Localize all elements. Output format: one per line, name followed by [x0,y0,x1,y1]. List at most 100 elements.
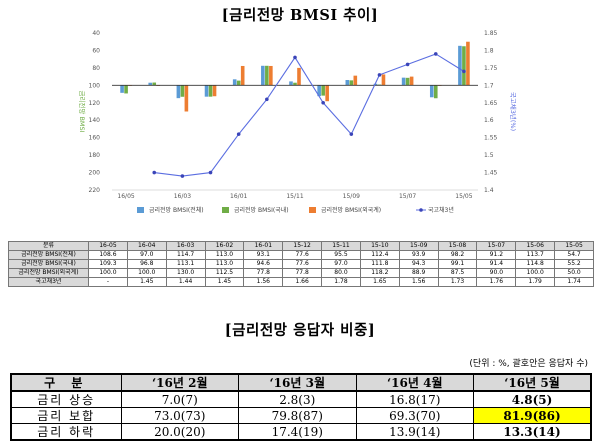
bar [261,65,265,86]
line-point [349,132,354,136]
bar [321,85,325,96]
table-row: 금리전망 BMSI(외국계) 100.0 100.0 130.0 112.5 77.8 77… [8,268,594,278]
table-row: 금리전망 BMSI(국내) 109.3 96.8 113.1 113.0 94.6 77.6… [8,259,594,269]
y-right-tick: 1.5 [484,152,494,159]
line-point [180,174,185,178]
table-cell: 1.66 [282,277,323,287]
table-cell: 17.4(19) [238,423,357,441]
table-cell: 1.74 [554,277,594,287]
table-cell: 112.5 [204,268,245,278]
bar [180,85,185,97]
table-cell: 77.8 [282,268,323,278]
table-cell: 91.4 [476,259,517,269]
table-cell: 1.79 [515,277,556,287]
table-cell: 91.2 [476,250,517,260]
table-cell: 108.6 [88,250,128,260]
table-cell: 54.7 [554,250,594,260]
table-cell: 87.5 [437,268,478,278]
table-cell: 13.9(14) [355,423,474,441]
x-tick-label: 15/11 [286,193,303,200]
table-cell: 97.0 [321,259,361,269]
y-right-tick: 1.55 [484,135,498,142]
y-left-tick: 80 [92,65,100,72]
y-right-tick: 1.75 [484,65,498,72]
table-cell: 1.65 [359,277,400,287]
table-cell: 95.5 [321,250,361,260]
row-label: 금리전망 BMSI(외국계) [8,268,89,278]
table-cell: 77.6 [282,250,323,260]
bar [176,85,181,99]
chart-title: [금리전망 BMSI 추이] [221,7,379,24]
table-cell: 111.8 [359,259,400,269]
y-right-tick: 1.4 [484,187,494,194]
line-point [265,97,269,102]
line-point [152,170,157,175]
bar [289,81,293,86]
table-header-cell: 16-03 [165,241,206,251]
line-point [321,100,325,105]
legend-label: 금리전망 BMSI(외국계) [321,206,381,214]
table-cell: 90.0 [476,268,517,278]
response-table: 구 분 ‘16년 2월 ‘16년 3월 ‘16년 4월 ‘16년 5월 금리 상… [10,373,592,441]
y-left-tick: 160 [89,135,101,142]
table-cell: 16.8(17) [355,390,474,408]
table-header-cell: 15-11 [321,241,361,251]
y-right-tick: 1.45 [484,170,498,177]
table-header-cell: 15-10 [359,241,400,251]
table-cell: 1.76 [476,277,517,287]
line-point [433,52,438,56]
table-header-cell: 분류 [8,241,89,251]
table-header-cell: 16-01 [243,241,284,251]
response-title: [금리전망 응답자 비중] [224,322,376,339]
table-cell: - [88,277,128,287]
bar [429,85,434,98]
table-cell: 77.6 [282,259,323,269]
y-left-tick: 120 [89,100,101,107]
y-left-tick: 140 [89,117,101,124]
bar [297,67,301,86]
x-tick-label: 16/05 [117,193,134,200]
y-right-label: 국고채3년(%) [509,92,518,131]
bar [462,46,466,86]
bmsi-data-table: 분류 16-05 16-04 16-03 16-02 16-01 15-12 15-11 15-… [8,241,594,287]
table-cell: 93.1 [243,250,284,260]
table-cell: 73.0(73) [120,407,239,424]
table-cell: 100.0 [515,268,556,278]
table-cell: 113.0 [204,250,245,260]
bar [269,65,273,86]
table-header-cell: 15-06 [515,241,556,251]
row-label: 금리전망 BMSI(전체) [8,250,89,260]
resp-header-cell: ‘16년 2월 [120,373,239,392]
y-right-tick: 1.8 [484,47,494,54]
table-header-cell: 15-07 [476,241,517,251]
table-cell: 114.8 [515,259,556,269]
table-row: 금리 보합 73.0(73) 79.8(87) 69.3(70) 81.9(86… [10,407,592,424]
line-point [462,69,466,74]
bar [148,82,153,86]
bar [353,75,358,86]
table-cell: 109.3 [88,259,128,269]
bar [265,65,269,86]
legend-label: 금리전망 BMSI(국내) [234,206,289,214]
table-cell: 4.8(5) [473,390,592,408]
table-cell: 93.9 [398,250,439,260]
line-series [152,52,466,178]
table-cell: 113.0 [204,259,245,269]
chart-legend: 금리전망 BMSI(전체) 금리전망 BMSI(국내) 금리전망 BMSI(외국계)… [137,206,454,214]
resp-header-cell: 구 분 [10,373,122,392]
table-row: 금리 상승 7.0(7) 2.8(3) 16.8(17) 4.8(5) [10,390,592,408]
table-cell: 79.8(87) [238,407,357,424]
line-point [293,55,297,60]
right-axis: 1.85 1.8 1.75 1.7 1.65 1.6 1.55 1.5 1.45 1.4 국고채3년… [484,30,518,194]
row-label: 금리 상승 [10,390,122,408]
table-cell: 50.0 [554,268,594,278]
y-right-tick: 1.7 [484,82,494,89]
table-cell: 1.78 [321,277,361,287]
x-tick-label: 15/07 [399,193,416,200]
row-label: 금리 하락 [10,423,122,441]
table-cell: 69.3(70) [355,407,474,424]
table-cell: 97.0 [126,250,167,260]
bar [208,85,213,97]
table-cell: 94.6 [243,259,284,269]
table-cell: 118.2 [359,268,400,278]
